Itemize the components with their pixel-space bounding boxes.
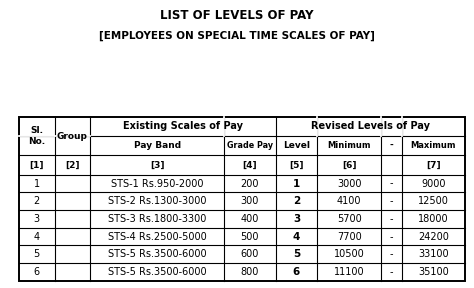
Text: 3000: 3000 (337, 179, 361, 189)
Text: [EMPLOYEES ON SPECIAL TIME SCALES OF PAY]: [EMPLOYEES ON SPECIAL TIME SCALES OF PAY… (99, 31, 375, 41)
Text: Grade Pay: Grade Pay (227, 141, 273, 150)
Text: [1]: [1] (29, 161, 44, 170)
Text: LIST OF LEVELS OF PAY: LIST OF LEVELS OF PAY (160, 9, 314, 22)
Text: 35100: 35100 (418, 267, 449, 277)
Text: -: - (390, 267, 393, 277)
Text: 4: 4 (34, 232, 40, 242)
Text: 4100: 4100 (337, 196, 361, 206)
Text: [2]: [2] (65, 161, 80, 170)
Text: -: - (390, 196, 393, 206)
Text: 500: 500 (241, 232, 259, 242)
Text: 6: 6 (293, 267, 300, 277)
Text: [5]: [5] (289, 161, 304, 170)
Text: Group: Group (57, 132, 88, 141)
Text: Minimum: Minimum (328, 141, 371, 150)
Text: 9000: 9000 (421, 179, 446, 189)
Text: 24200: 24200 (418, 232, 449, 242)
Text: 10500: 10500 (334, 249, 365, 259)
Text: 33100: 33100 (418, 249, 449, 259)
Text: 800: 800 (241, 267, 259, 277)
Text: STS-4 Rs.2500-5000: STS-4 Rs.2500-5000 (108, 232, 207, 242)
Text: [6]: [6] (342, 161, 356, 170)
Bar (19, 117, 465, 281)
Text: 11100: 11100 (334, 267, 365, 277)
Text: 12500: 12500 (418, 196, 449, 206)
Text: 18000: 18000 (418, 214, 449, 224)
Text: 5700: 5700 (337, 214, 362, 224)
Text: -: - (390, 141, 393, 150)
Text: 600: 600 (241, 249, 259, 259)
Text: STS-3 Rs.1800-3300: STS-3 Rs.1800-3300 (108, 214, 206, 224)
Text: 3: 3 (34, 214, 40, 224)
Text: 3: 3 (293, 214, 300, 224)
Text: STS-2 Rs.1300-3000: STS-2 Rs.1300-3000 (108, 196, 206, 206)
Text: 200: 200 (241, 179, 259, 189)
Text: -: - (390, 179, 393, 189)
Text: 4: 4 (293, 232, 300, 242)
Text: 1: 1 (34, 179, 40, 189)
Text: Sl.
No.: Sl. No. (28, 126, 46, 146)
Text: 6: 6 (34, 267, 40, 277)
Text: 300: 300 (241, 196, 259, 206)
Text: Existing Scales of Pay: Existing Scales of Pay (123, 121, 243, 131)
Text: Level: Level (283, 141, 310, 150)
Text: 2: 2 (293, 196, 300, 206)
Text: STS-5 Rs.3500-6000: STS-5 Rs.3500-6000 (108, 267, 206, 277)
Text: -: - (390, 214, 393, 224)
Text: STS-1 Rs.950-2000: STS-1 Rs.950-2000 (111, 179, 203, 189)
Text: [4]: [4] (243, 161, 257, 170)
Text: 5: 5 (293, 249, 300, 259)
Text: Maximum: Maximum (410, 141, 456, 150)
Text: STS-5 Rs.3500-6000: STS-5 Rs.3500-6000 (108, 249, 206, 259)
Text: -: - (390, 249, 393, 259)
Text: 7700: 7700 (337, 232, 362, 242)
Text: Revised Levels of Pay: Revised Levels of Pay (311, 121, 430, 131)
Text: 2: 2 (34, 196, 40, 206)
Text: 400: 400 (241, 214, 259, 224)
Text: 1: 1 (293, 179, 300, 189)
Text: 5: 5 (34, 249, 40, 259)
Text: [3]: [3] (150, 161, 164, 170)
Text: Pay Band: Pay Band (134, 141, 181, 150)
Text: -: - (390, 232, 393, 242)
Text: [7]: [7] (426, 161, 441, 170)
